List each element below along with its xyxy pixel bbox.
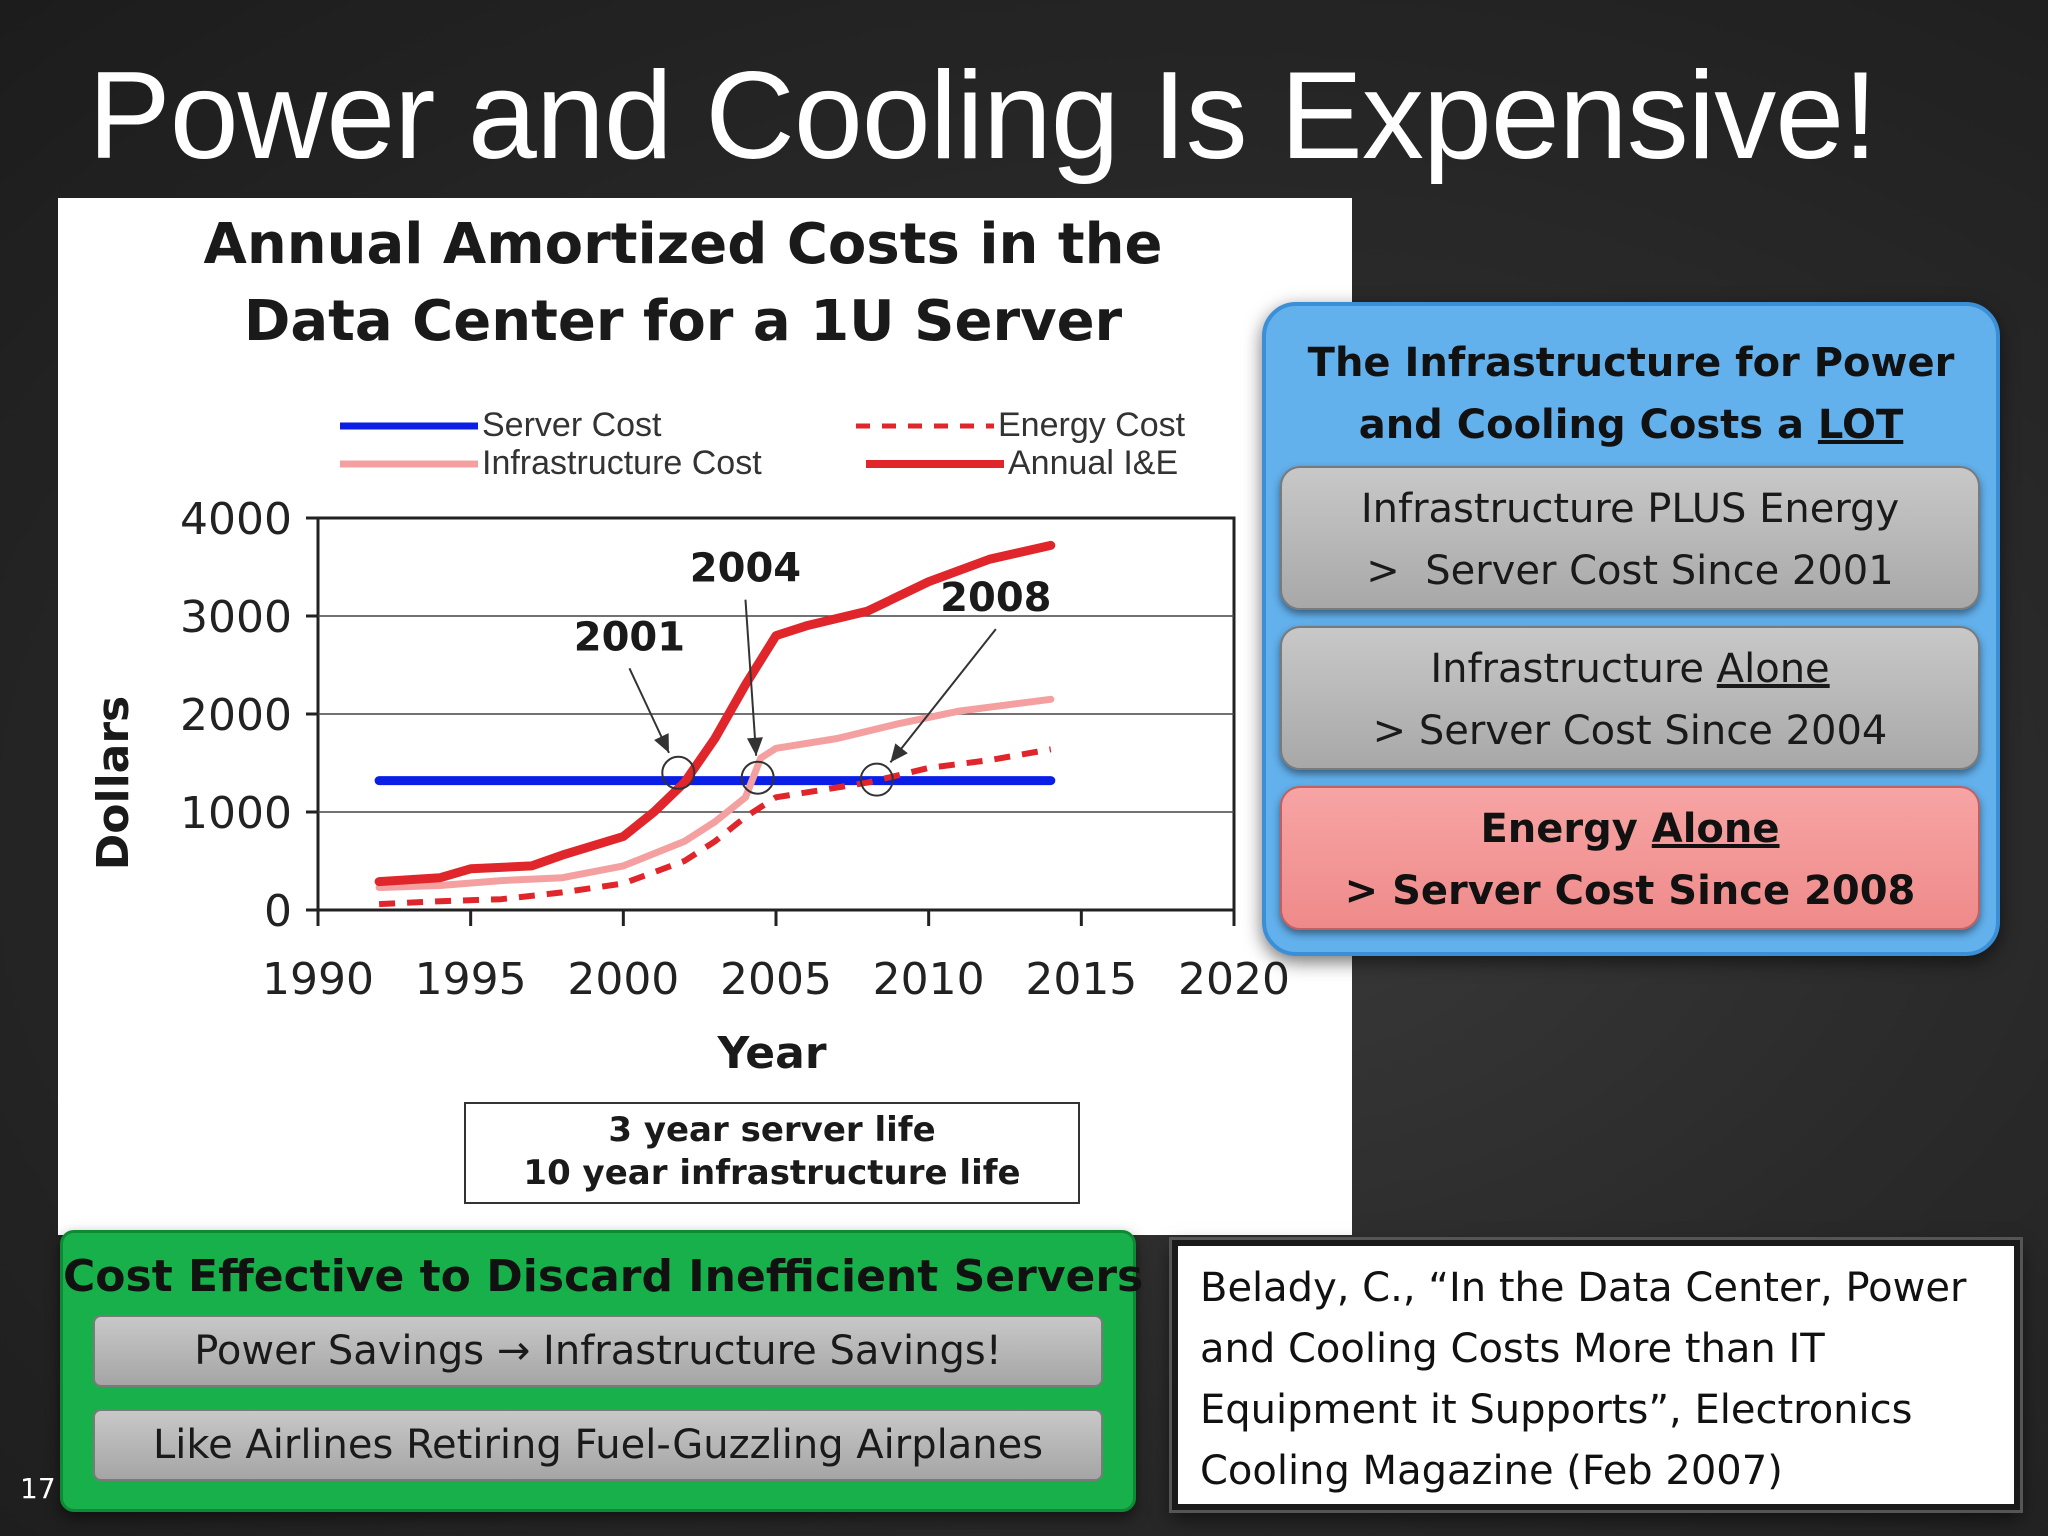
x-axis-label: Year	[716, 1028, 826, 1079]
annotation-arrowhead-2001	[654, 733, 669, 753]
legend-energy-cost: Energy Cost	[998, 406, 1186, 444]
annotation-arrow-2004	[744, 599, 758, 756]
legend-server-cost: Server Cost	[482, 406, 662, 444]
power-savings-pill: Power Savings → Infrastructure Savings!	[93, 1315, 1103, 1387]
callout-heading-line1: The Infrastructure for Power	[1307, 340, 1955, 386]
annotation-arrow-2008	[889, 628, 997, 764]
series-annual-i-e	[374, 540, 1056, 887]
airlines-pill: Like Airlines Retiring Fuel-Guzzling Air…	[93, 1409, 1103, 1481]
annotation-arrowhead-2004	[746, 737, 763, 756]
x-tick-label-2020: 2020	[1178, 954, 1290, 1005]
citation-line3: Equipment it Supports”, Electronics	[1200, 1387, 1913, 1433]
callout-item-energy-alone: Energy Alone > Server Cost Since 2008	[1280, 786, 1980, 930]
discard-servers-box: Cost Effective to Discard Inefficient Se…	[60, 1230, 1144, 1512]
annotation-circle-2004	[740, 760, 775, 795]
chart-title-line1: Annual Amortized Costs in the	[204, 212, 1163, 277]
annotation-circle-2008	[859, 762, 894, 797]
chart-note-line2: 10 year infrastructure life	[523, 1153, 1020, 1193]
y-tick-label-0: 0	[264, 886, 292, 937]
y-tick-label-1000: 1000	[180, 788, 292, 839]
series-energy-cost	[378, 746, 1052, 908]
tick-layer: 0 1000 2000 3000 4000 1990 1995 2000 2005 2010 201…	[180, 494, 1290, 1005]
annotation-circle-2001	[661, 755, 696, 790]
y-axis-label: Dollars	[88, 696, 139, 871]
y-tick-label-3000: 3000	[180, 592, 292, 643]
y-tick-label-4000: 4000	[180, 494, 292, 545]
legend-infrastructure-cost: Infrastructure Cost	[482, 444, 762, 482]
chart-note-line1: 3 year server life	[608, 1110, 935, 1150]
series-layer	[374, 540, 1056, 908]
callout-heading: The Infrastructure for Power and Cooling…	[1266, 332, 1996, 456]
y-tick-label-2000: 2000	[180, 690, 292, 741]
series-infrastructure-cost	[375, 695, 1055, 891]
annotation-label-2001: 2001	[574, 614, 685, 660]
callout-heading-emphasis: LOT	[1817, 402, 1904, 448]
citation-line2: and Cooling Costs More than IT	[1200, 1326, 1825, 1372]
legend-annual-ie: Annual I&E	[1008, 444, 1178, 482]
citation-line4: Cooling Magazine (Feb 2007)	[1200, 1448, 1783, 1494]
callout-item-infra-alone: Infrastructure Alone > Server Cost Since…	[1280, 626, 1980, 770]
x-tick-label-2015: 2015	[1025, 954, 1137, 1005]
x-tick-label-2010: 2010	[873, 954, 985, 1005]
citation-box: Belady, C., “In the Data Center, Power a…	[1172, 1240, 2020, 1510]
cost-chart: Annual Amortized Costs in the Data Cente…	[88, 212, 1290, 1204]
x-tick-label-2000: 2000	[567, 954, 679, 1005]
annotation-label-2004: 2004	[690, 546, 801, 592]
callout-item-infra-plus-energy: Infrastructure PLUS Energy > Server Cost…	[1280, 466, 1980, 610]
chart-title-line2: Data Center for a 1U Server	[244, 289, 1123, 354]
green-heading: Cost Effective to Discard Inefficient Se…	[63, 1251, 1144, 1302]
x-tick-label-2005: 2005	[720, 954, 832, 1005]
slide-number: 17	[20, 1472, 56, 1505]
x-tick-label-1995: 1995	[415, 954, 527, 1005]
annotation-label-2008: 2008	[940, 575, 1051, 621]
x-tick-label-1990: 1990	[262, 954, 374, 1005]
slide-title: Power and Cooling Is Expensive!	[88, 47, 1878, 185]
annotation-arrowhead-2008	[890, 743, 908, 763]
chart-note-box	[464, 1102, 1080, 1204]
infrastructure-callout: The Infrastructure for Power and Cooling…	[1262, 302, 2000, 956]
chart-panel: Annual Amortized Costs in the Data Cente…	[58, 198, 1352, 1235]
citation-line1: Belady, C., “In the Data Center, Power	[1200, 1265, 1967, 1311]
callout-heading-line2: and Cooling Costs a LOT	[1358, 402, 1904, 448]
